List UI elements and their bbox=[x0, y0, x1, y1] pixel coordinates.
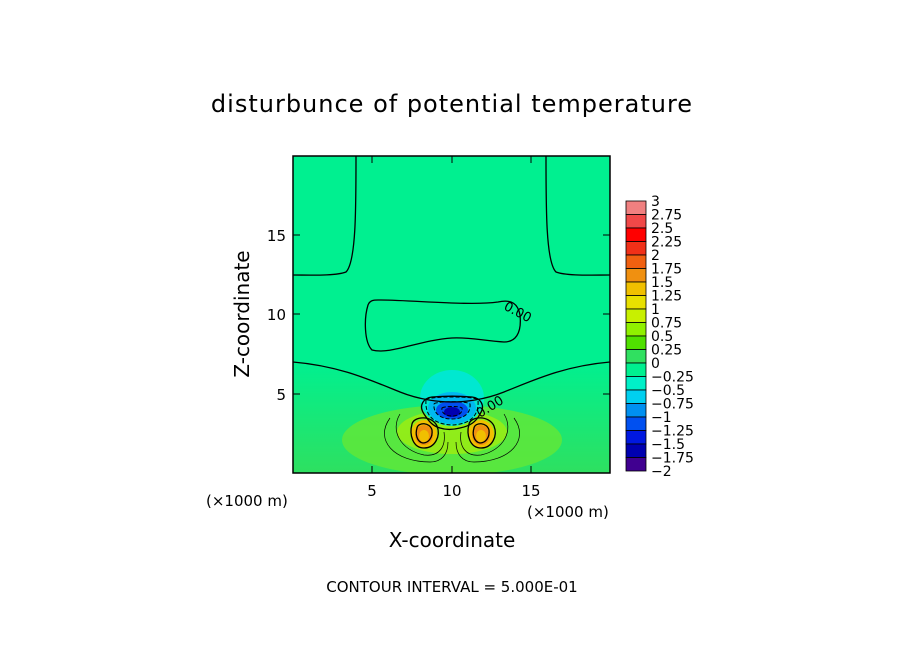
contour-zero-upper-right bbox=[545, 156, 610, 276]
colorbar-swatch bbox=[625, 241, 647, 256]
contour-negative-3 bbox=[441, 406, 463, 417]
contour-weak-right bbox=[460, 413, 509, 456]
y-tick-label: 5 bbox=[276, 386, 286, 404]
colorbar-swatch bbox=[625, 362, 647, 377]
contour-zero-around-cold bbox=[420, 395, 484, 431]
colorbar-label: 1.75 bbox=[651, 262, 682, 278]
colorbar-swatch bbox=[625, 200, 647, 215]
colorbar-swatch bbox=[625, 295, 647, 310]
colorbar-swatch bbox=[625, 349, 647, 364]
field-cold-core bbox=[444, 407, 460, 417]
colorbar-swatch bbox=[625, 254, 647, 269]
contour-weak-left-outer bbox=[384, 417, 449, 463]
x-tick-label: 5 bbox=[367, 482, 377, 500]
colorbar-label: 1 bbox=[651, 302, 660, 318]
x-tick-labels: 5 10 15 bbox=[367, 482, 540, 500]
colorbar-swatch bbox=[625, 416, 647, 431]
contour-weak-left bbox=[395, 413, 445, 456]
colorbar-label: −2 bbox=[651, 464, 672, 480]
colorbar-swatch bbox=[625, 281, 647, 296]
colorbar-swatch bbox=[625, 227, 647, 242]
x-axis-label: X-coordinate bbox=[389, 528, 516, 552]
colorbar-label: −0.75 bbox=[651, 397, 694, 413]
colorbar-label: −1 bbox=[651, 410, 672, 426]
contour-weak-right-outer bbox=[455, 417, 520, 463]
colorbar-swatch bbox=[625, 389, 647, 404]
colorbar-label: 1.25 bbox=[651, 289, 682, 305]
colorbar-label: 3 bbox=[651, 194, 660, 210]
colorbar-label: −0.5 bbox=[651, 383, 685, 399]
colorbar-label: 1.5 bbox=[651, 275, 673, 291]
colorbar-swatch bbox=[625, 335, 647, 350]
y-tick-label: 10 bbox=[267, 306, 286, 324]
x-tick-label: 10 bbox=[442, 482, 461, 500]
colorbar-swatch bbox=[625, 430, 647, 445]
y-tick-labels: 5 10 15 bbox=[267, 227, 286, 404]
chart-title: disturbunce of potential temperature bbox=[211, 90, 693, 118]
colorbar-label: −1.75 bbox=[651, 451, 694, 467]
colorbar-label: 2 bbox=[651, 248, 660, 264]
contour-zero-loop bbox=[364, 299, 521, 352]
y-axis-label: Z-coordinate bbox=[230, 250, 254, 377]
contour-warm-left-inner bbox=[415, 423, 433, 444]
colorbar-label: 0.75 bbox=[651, 316, 682, 332]
colorbar-label: 0.5 bbox=[651, 329, 673, 345]
contour-warm-right-inner bbox=[472, 423, 490, 444]
x-unit-label: (×1000 m) bbox=[527, 503, 609, 521]
x-tick-label: 15 bbox=[521, 482, 540, 500]
colorbar-label: −0.25 bbox=[651, 370, 694, 386]
colorbar-swatch bbox=[625, 322, 647, 337]
contour-negative-2 bbox=[433, 401, 471, 420]
colorbar-labels: 32.752.52.2521.751.51.2510.750.50.250−0.… bbox=[651, 194, 694, 480]
contour-zero-upper-left bbox=[293, 156, 357, 276]
contour-lines-thin bbox=[384, 413, 520, 463]
colorbar-label: 0 bbox=[651, 356, 660, 372]
contour-interval-note: CONTOUR INTERVAL = 5.000E-01 bbox=[326, 578, 577, 596]
colorbar-swatch bbox=[625, 268, 647, 283]
colorbar-label: −1.5 bbox=[651, 437, 685, 453]
x-axis-ticks bbox=[371, 156, 532, 473]
y-tick-label: 15 bbox=[267, 227, 286, 245]
colorbar-swatch bbox=[625, 308, 647, 323]
colorbar-label: −1.25 bbox=[651, 424, 694, 440]
colorbar-swatch bbox=[625, 214, 647, 229]
colorbar bbox=[625, 200, 647, 472]
colorbar-swatch bbox=[625, 403, 647, 418]
contour-warm-left bbox=[410, 417, 439, 449]
colorbar-label: 2.75 bbox=[651, 208, 682, 224]
y-unit-label: (×1000 m) bbox=[206, 492, 288, 510]
plot-area bbox=[293, 156, 610, 473]
colorbar-label: 2.25 bbox=[651, 235, 682, 251]
contour-negative bbox=[425, 396, 479, 426]
colorbar-swatch bbox=[625, 376, 647, 391]
colorbar-swatch bbox=[625, 443, 647, 458]
colorbar-swatch bbox=[625, 457, 647, 472]
contour-negative-1 bbox=[425, 396, 479, 426]
y-axis-ticks bbox=[293, 234, 610, 395]
contour-warm-right bbox=[467, 417, 496, 449]
colorbar-label: 0.25 bbox=[651, 343, 682, 359]
colorbar-label: 2.5 bbox=[651, 221, 673, 237]
